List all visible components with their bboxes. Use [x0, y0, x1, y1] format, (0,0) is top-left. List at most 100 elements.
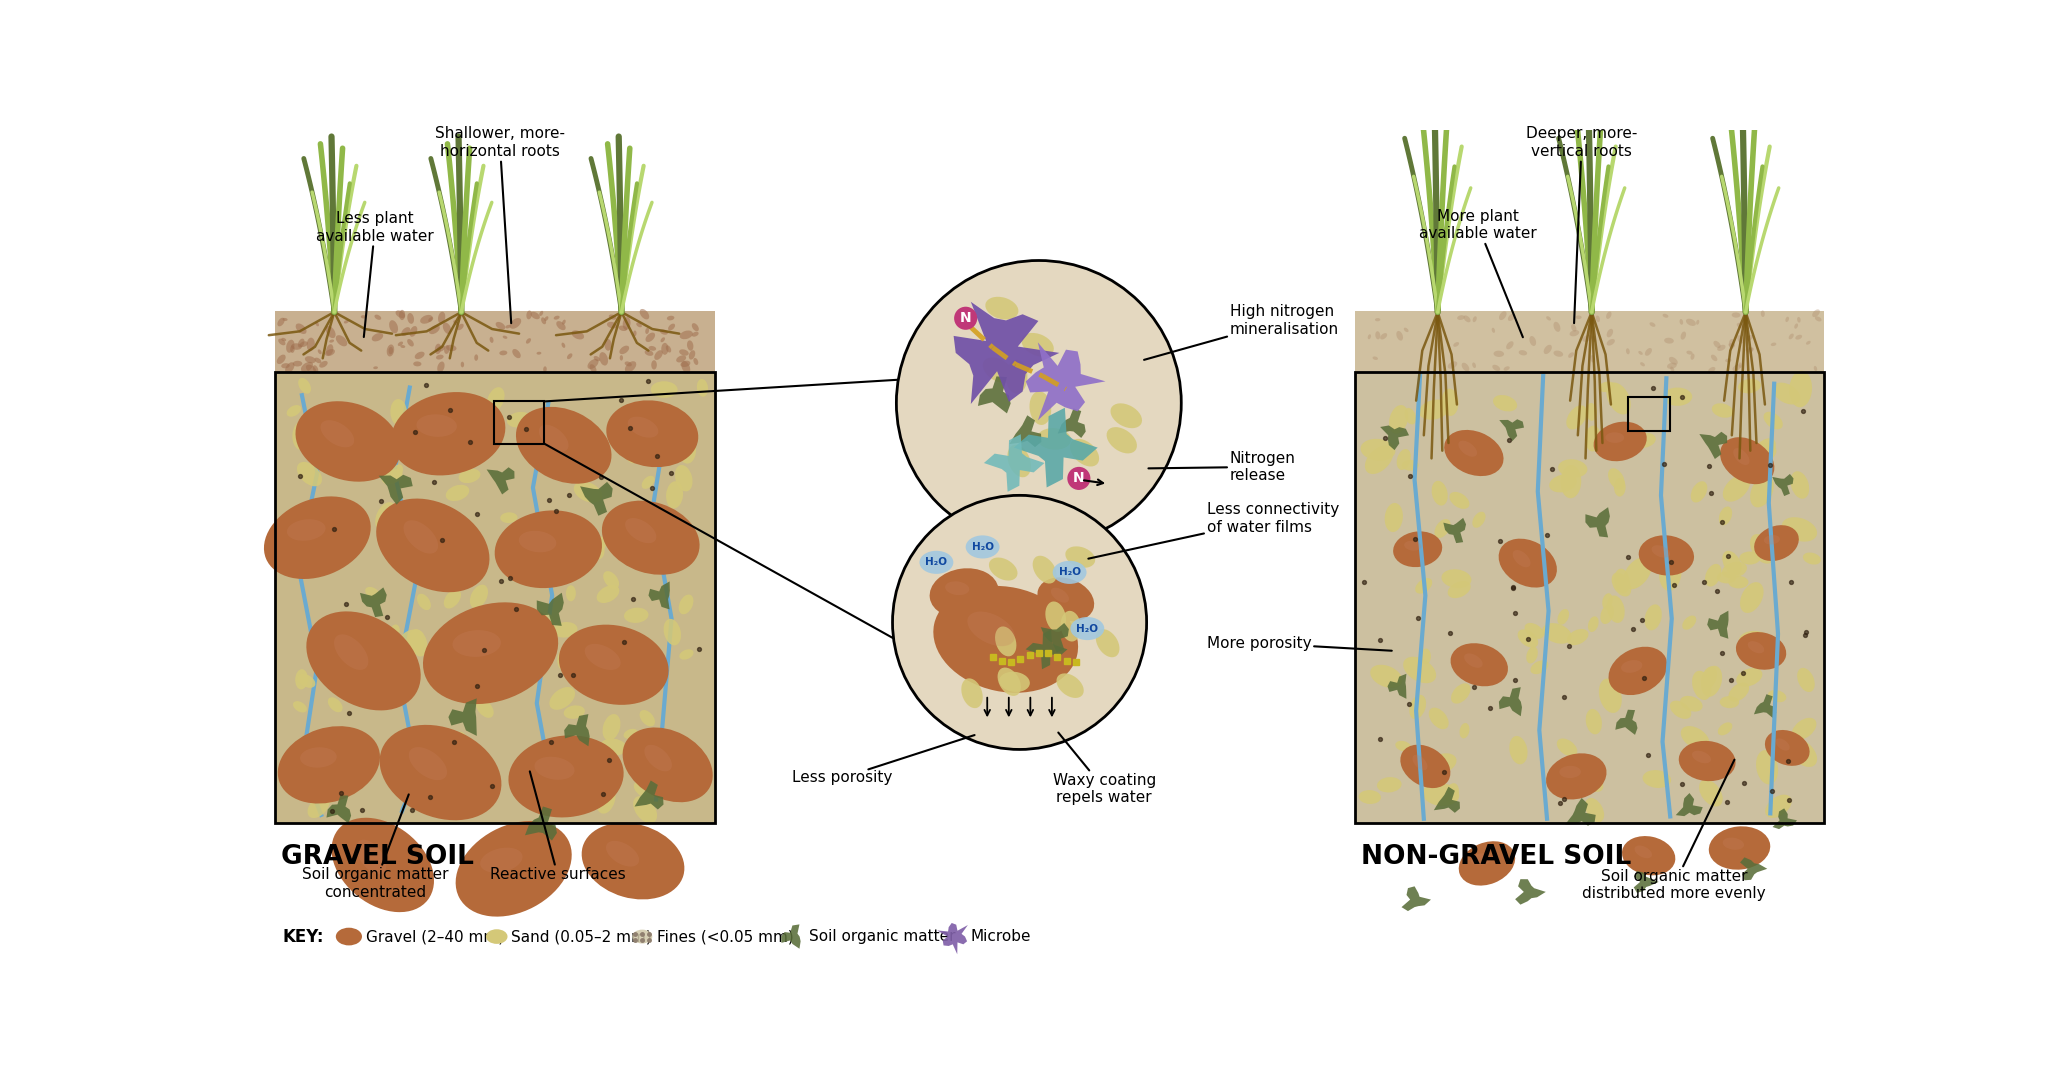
Ellipse shape [389, 347, 393, 354]
Ellipse shape [1450, 491, 1470, 509]
Ellipse shape [285, 362, 295, 374]
Ellipse shape [432, 664, 459, 680]
Ellipse shape [678, 594, 694, 615]
Ellipse shape [387, 345, 393, 356]
Ellipse shape [1634, 846, 1653, 859]
Text: H₂O: H₂O [1077, 623, 1098, 634]
Ellipse shape [997, 667, 1020, 696]
Ellipse shape [580, 537, 606, 559]
Ellipse shape [500, 512, 518, 523]
Ellipse shape [401, 630, 424, 644]
Ellipse shape [618, 346, 629, 354]
Ellipse shape [1622, 836, 1675, 876]
Ellipse shape [1065, 546, 1096, 568]
Ellipse shape [496, 322, 506, 329]
Ellipse shape [389, 320, 397, 334]
Ellipse shape [1663, 388, 1692, 406]
Ellipse shape [301, 747, 336, 768]
Ellipse shape [1473, 316, 1477, 322]
Ellipse shape [1556, 739, 1577, 756]
Ellipse shape [1493, 395, 1518, 411]
Ellipse shape [1397, 449, 1411, 470]
Ellipse shape [1038, 578, 1094, 621]
Ellipse shape [553, 315, 559, 320]
Ellipse shape [1761, 310, 1765, 318]
Ellipse shape [446, 485, 469, 501]
Ellipse shape [586, 644, 621, 670]
Ellipse shape [1763, 535, 1780, 544]
Ellipse shape [1751, 534, 1774, 564]
Ellipse shape [1460, 723, 1470, 739]
Text: H₂O: H₂O [926, 557, 948, 567]
Ellipse shape [442, 323, 451, 334]
Ellipse shape [1667, 363, 1677, 369]
Ellipse shape [618, 325, 627, 332]
Ellipse shape [1405, 408, 1415, 424]
Ellipse shape [651, 381, 678, 397]
Ellipse shape [295, 323, 307, 334]
Ellipse shape [668, 315, 674, 321]
Ellipse shape [291, 346, 295, 353]
Ellipse shape [293, 421, 311, 450]
Text: Less plant
available water: Less plant available water [315, 212, 434, 337]
Ellipse shape [502, 336, 508, 339]
Ellipse shape [434, 343, 440, 354]
Ellipse shape [662, 337, 666, 342]
Polygon shape [524, 807, 557, 840]
Ellipse shape [614, 649, 633, 660]
Ellipse shape [293, 523, 315, 544]
Ellipse shape [305, 356, 315, 363]
Polygon shape [580, 482, 612, 516]
Ellipse shape [1681, 616, 1696, 630]
Ellipse shape [457, 324, 463, 330]
Ellipse shape [295, 402, 401, 482]
Polygon shape [1634, 870, 1659, 893]
Ellipse shape [420, 315, 432, 324]
Ellipse shape [276, 354, 285, 364]
Ellipse shape [608, 314, 616, 320]
Ellipse shape [1569, 352, 1575, 357]
Ellipse shape [639, 309, 649, 320]
Ellipse shape [645, 333, 655, 342]
Ellipse shape [1513, 550, 1530, 567]
Ellipse shape [297, 462, 322, 486]
Ellipse shape [1747, 335, 1753, 340]
Ellipse shape [326, 540, 342, 558]
Ellipse shape [680, 361, 690, 367]
Ellipse shape [680, 649, 694, 660]
Ellipse shape [1530, 660, 1548, 674]
Ellipse shape [285, 554, 301, 578]
Ellipse shape [1798, 316, 1800, 323]
Ellipse shape [1599, 381, 1616, 392]
Ellipse shape [596, 585, 618, 603]
Ellipse shape [641, 475, 655, 489]
Ellipse shape [1448, 581, 1470, 598]
Ellipse shape [1753, 438, 1776, 462]
Ellipse shape [1401, 745, 1450, 788]
Ellipse shape [535, 757, 575, 780]
Ellipse shape [375, 502, 397, 531]
Ellipse shape [1702, 665, 1722, 697]
Text: Nitrogen
release: Nitrogen release [1149, 450, 1296, 483]
Ellipse shape [1626, 348, 1630, 354]
Ellipse shape [373, 366, 379, 369]
Text: More porosity: More porosity [1206, 636, 1393, 651]
Ellipse shape [674, 751, 690, 778]
Ellipse shape [375, 314, 381, 320]
Ellipse shape [1554, 322, 1561, 332]
Text: More plant
available water: More plant available water [1419, 208, 1536, 337]
Ellipse shape [1423, 783, 1460, 806]
Ellipse shape [1739, 631, 1772, 651]
Ellipse shape [602, 714, 621, 741]
Ellipse shape [344, 320, 348, 324]
Ellipse shape [1669, 701, 1692, 719]
Ellipse shape [287, 340, 295, 353]
Ellipse shape [1733, 312, 1741, 318]
Ellipse shape [623, 728, 713, 802]
Ellipse shape [1606, 311, 1612, 319]
Ellipse shape [1421, 648, 1432, 664]
Ellipse shape [1606, 339, 1616, 346]
Ellipse shape [444, 735, 459, 754]
Ellipse shape [307, 338, 315, 351]
Ellipse shape [1442, 569, 1470, 589]
